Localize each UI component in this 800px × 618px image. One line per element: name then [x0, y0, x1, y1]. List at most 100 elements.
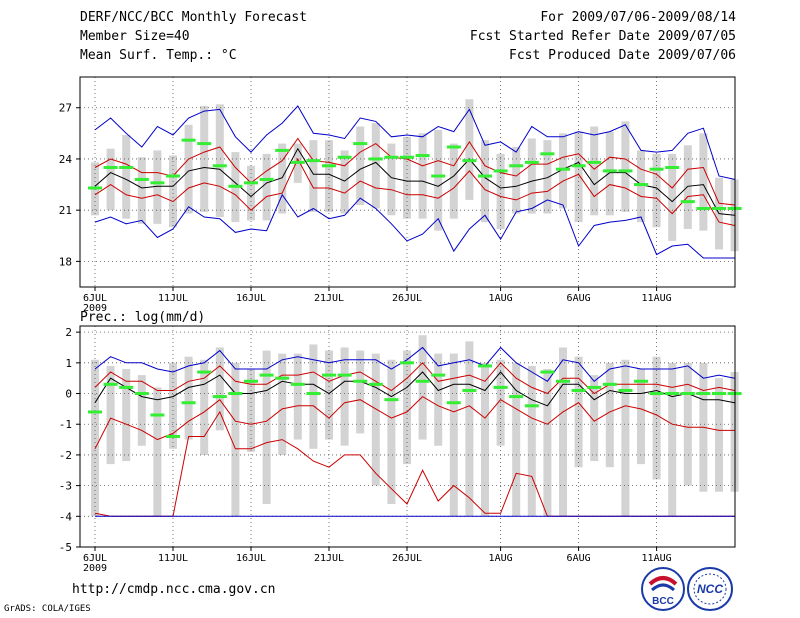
range-bar: [200, 359, 209, 455]
range-bar: [309, 344, 318, 449]
observed-marker: [587, 385, 602, 389]
range-bar: [481, 362, 489, 517]
range-bar: [449, 143, 458, 219]
observed-marker: [540, 370, 555, 374]
series-mean-line: [94, 147, 735, 216]
observed-marker: [587, 160, 602, 164]
observed-marker: [509, 395, 524, 399]
range-bar: [169, 362, 177, 449]
y-tick-label: 21: [59, 204, 72, 217]
range-bar: [262, 153, 271, 221]
series-upper-line: [94, 137, 735, 206]
range-bar: [481, 140, 489, 223]
range-bar: [683, 362, 692, 486]
range-bar: [293, 353, 302, 440]
ncc-logo-text: NCC: [697, 582, 723, 596]
x-tick-label: 6JUL: [83, 293, 107, 304]
series-mean-line: [94, 371, 735, 407]
observed-marker: [290, 160, 305, 164]
range-bar: [137, 375, 146, 446]
observed-marker: [478, 364, 492, 368]
range-bar: [356, 126, 365, 206]
series-lower-line: [94, 157, 735, 226]
panel-1: 18 21 24 27 6JUL 11JUL 16JUL 21JUL 26JUL 1AUG 6AUG…: [59, 76, 742, 314]
observed-marker: [368, 382, 383, 386]
x-tick-label: 26JUL: [392, 553, 422, 564]
y-tick-label: -1: [59, 418, 72, 431]
observed-marker: [415, 154, 430, 158]
range-bar: [122, 368, 131, 462]
series-lower-line: [94, 395, 735, 450]
forecast-period: For 2009/07/06-2009/08/14: [540, 10, 736, 25]
series-max-line: [94, 105, 735, 180]
observed-marker: [337, 373, 352, 377]
chart-title: DERF/NCC/BCC Monthly Forecast: [80, 10, 307, 25]
range-bar: [621, 121, 630, 212]
observed-marker: [493, 385, 508, 389]
range-bar: [184, 124, 193, 214]
range-bar: [699, 133, 708, 231]
observed-marker: [119, 385, 134, 389]
range-bar: [527, 138, 536, 214]
x-tick-label: 6JUL: [83, 553, 107, 564]
range-bar: [153, 150, 162, 224]
range-bar: [715, 378, 723, 492]
series-max-line: [94, 346, 735, 382]
observed-marker: [493, 169, 508, 173]
range-bar: [683, 145, 692, 229]
observed-marker: [212, 164, 227, 168]
observed-marker: [306, 392, 321, 396]
observed-marker: [696, 206, 711, 210]
range-bar: [403, 350, 411, 465]
x-tick-label: 1AUG: [489, 553, 513, 564]
range-bar: [356, 350, 365, 434]
observed-marker: [181, 401, 196, 405]
range-bar: [371, 353, 380, 486]
range-bar: [387, 359, 396, 505]
observed-marker: [462, 388, 477, 392]
range-bar: [637, 368, 645, 465]
y-tick-label: 0: [65, 388, 72, 401]
range-bar: [309, 140, 318, 212]
observed-marker: [322, 373, 336, 377]
y-tick-label: 24: [59, 153, 73, 166]
range-bar: [434, 129, 443, 231]
y-tick-label: -5: [59, 541, 72, 554]
range-bar: [559, 133, 567, 209]
observed-marker: [400, 361, 414, 365]
x-tick-label: 21JUL: [314, 553, 344, 564]
range-bar: [668, 362, 677, 517]
range-bar: [590, 126, 599, 216]
observed-marker: [275, 376, 290, 380]
range-bar: [559, 347, 567, 517]
y-tick-label: -3: [59, 480, 72, 493]
range-bar: [106, 148, 115, 211]
x-tick-label: 6AUG: [567, 553, 591, 564]
observed-marker: [571, 388, 586, 392]
y-tick-label: 18: [59, 255, 72, 268]
series-min-line: [94, 193, 735, 259]
observed-marker: [103, 165, 118, 169]
x-tick-label: 11JUL: [158, 553, 188, 564]
ncc-logo: NCC: [687, 567, 733, 611]
observed-marker: [431, 373, 446, 377]
range-bar: [231, 362, 240, 517]
footer-url[interactable]: http://cmdp.ncc.cma.gov.cn: [72, 582, 276, 597]
observed-marker: [712, 206, 726, 210]
range-bar: [449, 353, 458, 517]
observed-marker: [602, 169, 617, 173]
observed-marker: [540, 152, 555, 156]
observed-marker: [446, 145, 461, 149]
range-bar: [325, 350, 333, 440]
observed-marker: [509, 164, 524, 168]
x-tick-label: 21JUL: [314, 293, 344, 304]
observed-marker: [665, 392, 680, 396]
observed-marker: [244, 181, 258, 185]
observed-marker: [602, 382, 617, 386]
observed-marker: [134, 177, 149, 181]
observed-marker: [712, 392, 726, 396]
observed-marker: [244, 379, 258, 383]
observed-marker: [337, 155, 352, 159]
observed-marker: [275, 148, 290, 152]
range-bar: [262, 350, 271, 505]
